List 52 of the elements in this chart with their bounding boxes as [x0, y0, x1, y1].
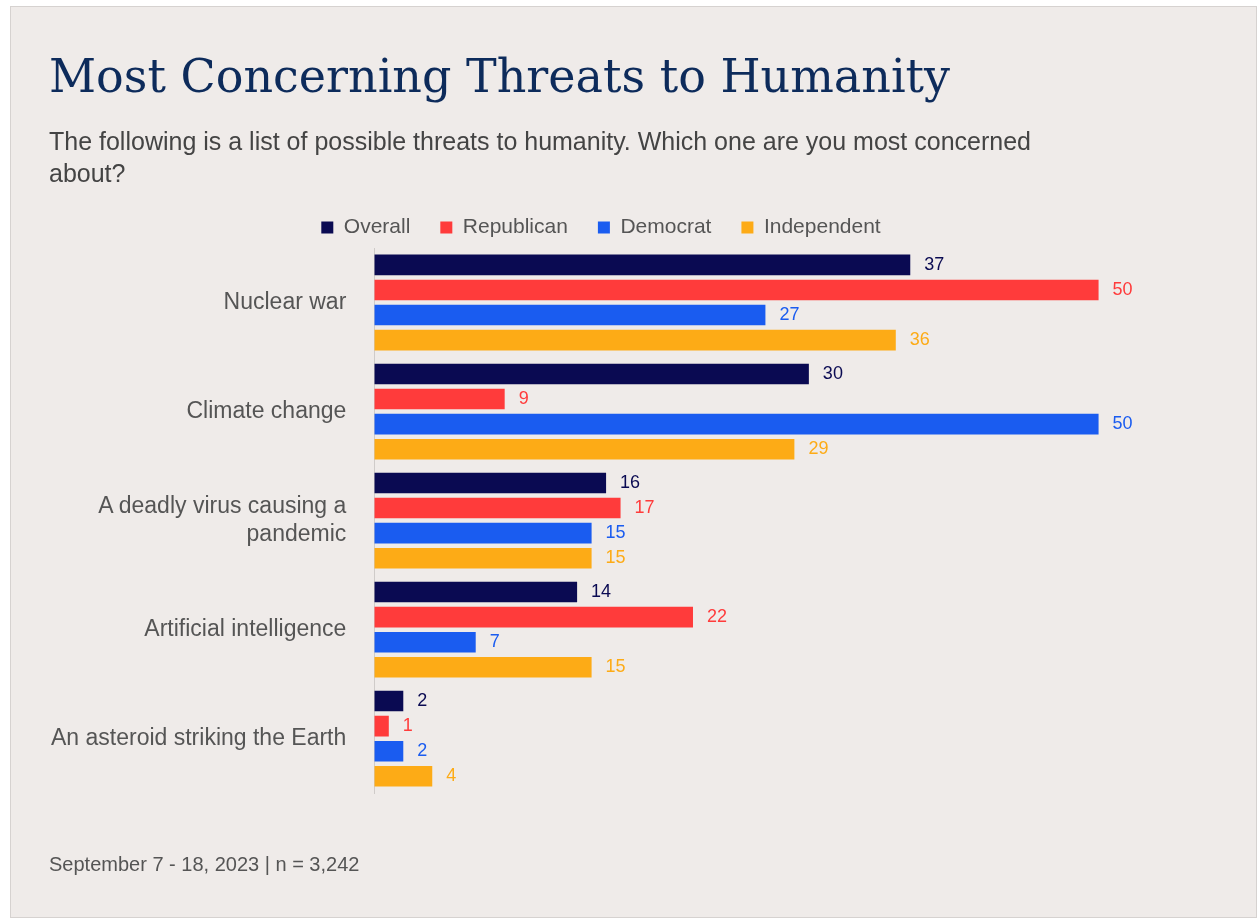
bar: [374, 363, 809, 385]
bar: [374, 606, 693, 628]
legend-label: Republican: [462, 214, 568, 238]
data-label: 1: [402, 715, 413, 736]
bar: [374, 715, 389, 737]
legend-label: Democrat: [620, 214, 712, 238]
data-label: 9: [518, 387, 529, 408]
data-label: 37: [924, 253, 945, 274]
bar: [374, 581, 578, 603]
text: September 7 - 18, 2023 | n = 3,242: [49, 853, 360, 876]
data-label: 36: [909, 329, 930, 350]
data-label: 29: [808, 438, 829, 459]
data-label: 15: [605, 522, 626, 543]
bar: [374, 279, 1099, 301]
bar: [374, 522, 592, 544]
y-tick-label: Artificial intelligence: [144, 614, 347, 641]
data-label: 17: [634, 497, 655, 518]
bar: [374, 740, 404, 762]
data-label: 30: [822, 362, 843, 383]
bar: [374, 766, 433, 787]
bar: [374, 472, 607, 494]
data-label: 27: [779, 304, 800, 325]
bar: [374, 329, 896, 351]
chart-subtitle: The following is a list of possible threats to humanity. Which one are you most concerned about?: [49, 126, 1032, 189]
y-tick-label: A deadly virus causing a pandemic: [98, 492, 347, 546]
data-label: 50: [1112, 413, 1133, 434]
bar: [374, 547, 592, 569]
bar: [374, 413, 1099, 435]
data-label: 22: [706, 606, 728, 627]
bar: [374, 631, 476, 653]
data-label: 16: [620, 471, 641, 492]
data-label: 2: [417, 740, 428, 761]
data-label: 4: [446, 765, 457, 786]
bar: [374, 388, 505, 410]
legend-label: Overall: [343, 214, 411, 238]
bar: [374, 497, 621, 519]
legend-label: Independent: [763, 214, 881, 238]
chart-title: Most Concerning Threats to Humanity: [49, 49, 951, 103]
y-tick-label: Climate change: [186, 396, 347, 423]
data-label: 15: [605, 656, 626, 677]
bar: [374, 656, 592, 678]
bar: [374, 690, 404, 712]
data-label: 7: [489, 631, 500, 652]
data-label: 15: [605, 547, 626, 568]
data-label: 14: [591, 580, 612, 601]
y-tick-label: An asteroid striking the Earth: [50, 724, 347, 751]
bar: [374, 438, 795, 460]
data-label: 2: [417, 690, 428, 711]
data-label: 50: [1112, 278, 1133, 299]
bar: [374, 304, 766, 326]
bar: [374, 254, 911, 276]
y-tick-label: Nuclear war: [223, 287, 347, 314]
